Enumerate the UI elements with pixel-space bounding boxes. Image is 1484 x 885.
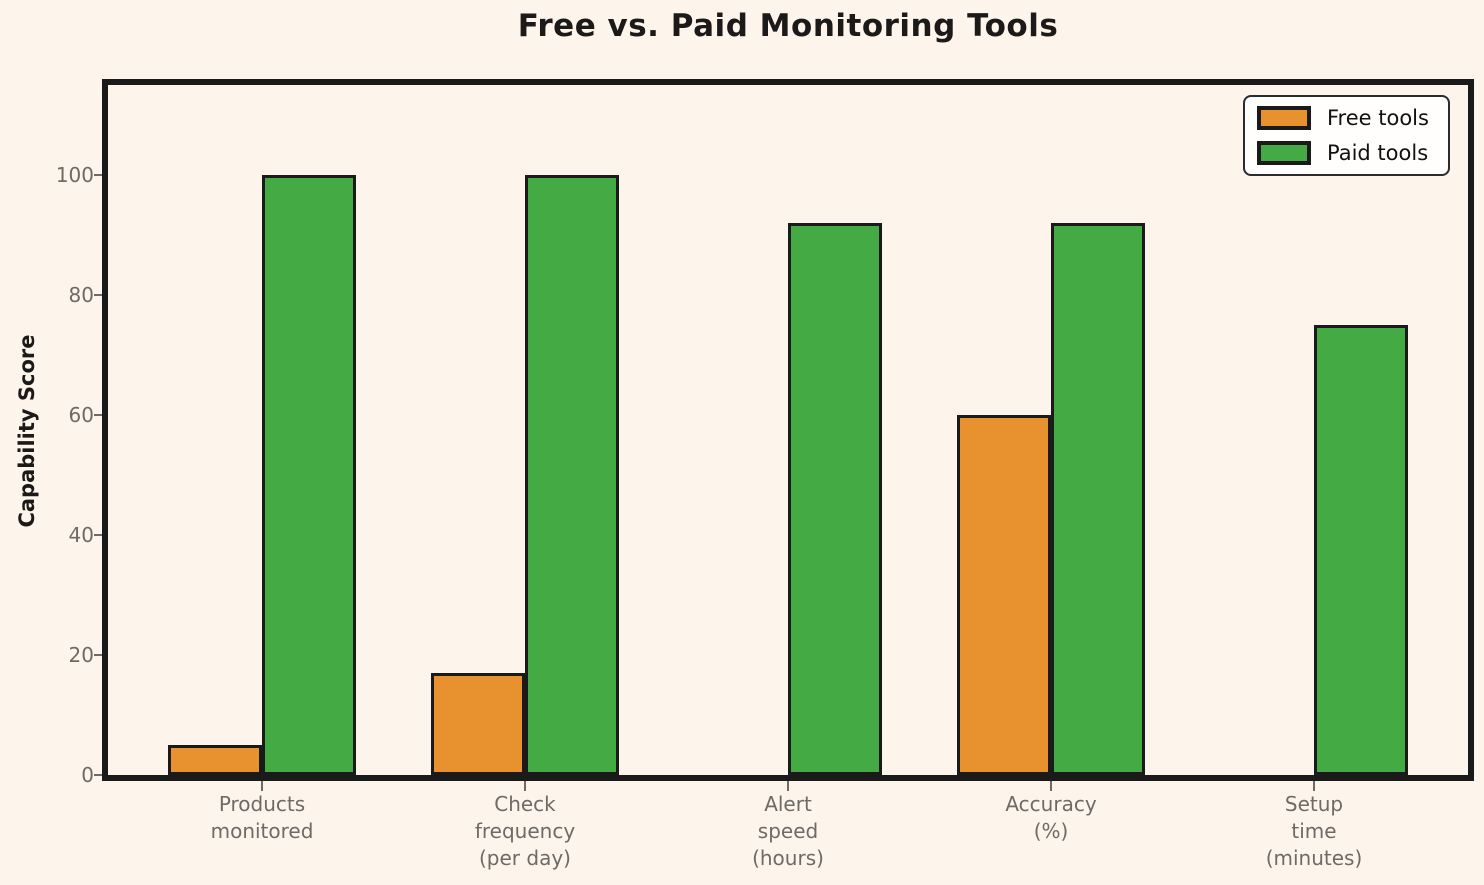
legend-item-free-tools: Free tools	[1257, 106, 1438, 130]
x-tick-mark-1	[524, 781, 526, 791]
bar-paid-tools-1	[525, 175, 619, 775]
plot-area	[102, 79, 1474, 781]
bar-paid-tools-2	[788, 223, 882, 775]
legend-item-paid-tools: Paid tools	[1257, 141, 1438, 165]
y-axis-label: Capability Score	[15, 334, 39, 528]
paid-tools-swatch-icon	[1257, 141, 1311, 165]
x-category-label-4: Setup time (minutes)	[1265, 792, 1363, 870]
y-tick-label-60: 60	[68, 403, 94, 427]
y-tick-mark-80	[94, 294, 102, 296]
x-tick-mark-2	[787, 781, 789, 791]
y-tick-mark-20	[94, 654, 102, 656]
bar-paid-tools-4	[1314, 325, 1408, 775]
y-tick-mark-100	[94, 174, 102, 176]
x-category-label-3: Accuracy (%)	[1005, 792, 1097, 843]
y-tick-label-40: 40	[68, 523, 94, 547]
x-category-label-2: Alert speed (hours)	[752, 792, 824, 870]
bar-free-tools-1	[431, 673, 525, 775]
y-tick-mark-60	[94, 414, 102, 416]
bar-paid-tools-0	[262, 175, 356, 775]
y-tick-mark-0	[94, 774, 102, 776]
x-tick-mark-4	[1313, 781, 1315, 791]
free-tools-swatch-icon	[1257, 106, 1311, 130]
legend: Free tools Paid tools	[1243, 95, 1450, 176]
y-tick-label-100: 100	[55, 163, 94, 187]
y-tick-mark-40	[94, 534, 102, 536]
bar-free-tools-3	[957, 415, 1051, 775]
y-tick-label-80: 80	[68, 283, 94, 307]
bar-paid-tools-3	[1051, 223, 1145, 775]
chart-title: Free vs. Paid Monitoring Tools	[517, 8, 1059, 44]
x-tick-mark-0	[261, 781, 263, 791]
y-tick-label-0: 0	[81, 763, 94, 787]
x-category-label-1: Check frequency (per day)	[474, 792, 576, 870]
x-tick-mark-3	[1050, 781, 1052, 791]
legend-label-free-tools: Free tools	[1327, 106, 1429, 130]
x-category-label-0: Products monitored	[210, 792, 314, 843]
y-tick-label-20: 20	[68, 643, 94, 667]
legend-label-paid-tools: Paid tools	[1327, 141, 1429, 165]
bar-free-tools-0	[168, 745, 262, 775]
